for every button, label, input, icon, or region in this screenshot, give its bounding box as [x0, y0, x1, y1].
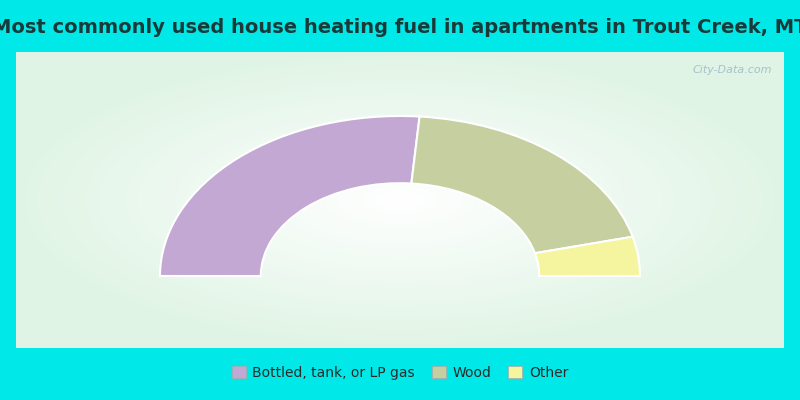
Text: Most commonly used house heating fuel in apartments in Trout Creek, MT: Most commonly used house heating fuel in… — [0, 18, 800, 37]
Wedge shape — [411, 116, 633, 253]
Wedge shape — [535, 237, 640, 276]
Legend: Bottled, tank, or LP gas, Wood, Other: Bottled, tank, or LP gas, Wood, Other — [232, 366, 568, 380]
Text: City-Data.com: City-Data.com — [693, 65, 772, 75]
Wedge shape — [160, 116, 419, 276]
